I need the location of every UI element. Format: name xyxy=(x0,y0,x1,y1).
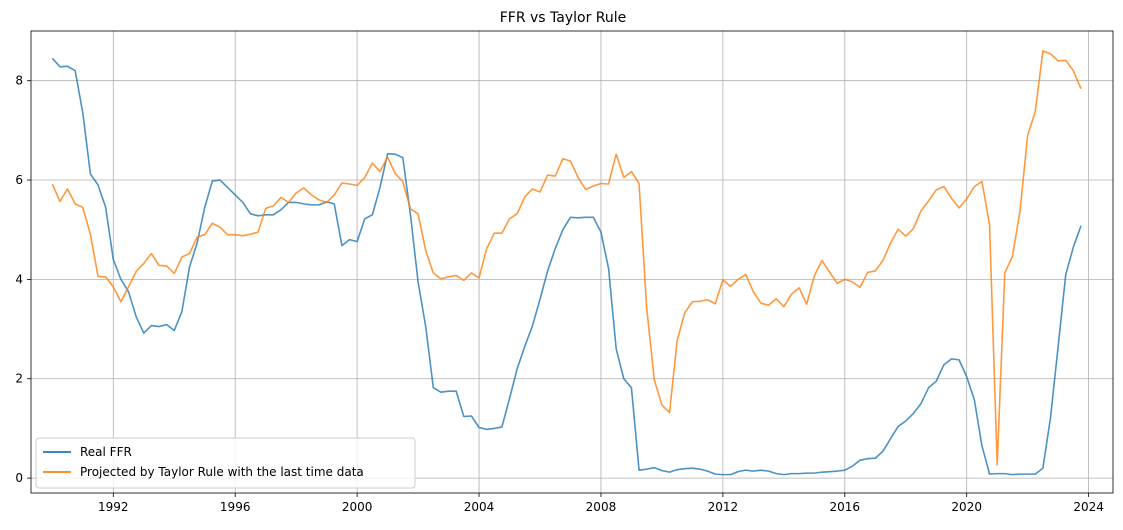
chart-title: FFR vs Taylor Rule xyxy=(500,10,627,26)
x-tick-label: 2008 xyxy=(586,500,617,514)
y-tick-label: 2 xyxy=(15,372,23,386)
grid-lines xyxy=(31,31,1113,493)
x-tick-label: 2020 xyxy=(951,500,982,514)
legend-label-real-ffr: Real FFR xyxy=(80,445,132,459)
x-tick-label: 2016 xyxy=(830,500,861,514)
axis-ticks: 1992 1996 2000 2004 2008 2012 2016 2020 2024 0 2 4 6… xyxy=(15,74,1104,514)
series-line-real-ffr xyxy=(51,57,1082,476)
x-tick-label: 1992 xyxy=(98,500,129,514)
series-line-taylor-rule xyxy=(51,50,1082,466)
x-tick-label: 2004 xyxy=(464,500,495,514)
y-tick-label: 0 xyxy=(15,471,23,485)
y-tick-label: 6 xyxy=(15,173,23,187)
x-tick-label: 2000 xyxy=(342,500,373,514)
plot-frame xyxy=(30,30,1114,494)
legend: Real FFR Projected by Taylor Rule with t… xyxy=(35,437,416,489)
x-tick-label: 2024 xyxy=(1073,500,1104,514)
legend-label-taylor-rule: Projected by Taylor Rule with the last t… xyxy=(80,465,364,479)
x-tick-label: 2012 xyxy=(708,500,739,514)
x-tick-label: 1996 xyxy=(220,500,251,514)
y-tick-label: 4 xyxy=(15,272,23,286)
series-lines xyxy=(51,50,1082,476)
y-tick-label: 8 xyxy=(15,74,23,88)
legend-box xyxy=(35,437,416,489)
